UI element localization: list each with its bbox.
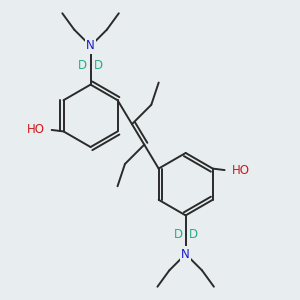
Text: N: N bbox=[181, 248, 190, 260]
Text: D: D bbox=[189, 228, 198, 241]
Text: HO: HO bbox=[231, 164, 249, 177]
Text: D: D bbox=[78, 59, 87, 72]
Text: N: N bbox=[86, 40, 95, 52]
Text: HO: HO bbox=[27, 123, 45, 136]
Text: D: D bbox=[94, 59, 103, 72]
Text: D: D bbox=[173, 228, 182, 241]
